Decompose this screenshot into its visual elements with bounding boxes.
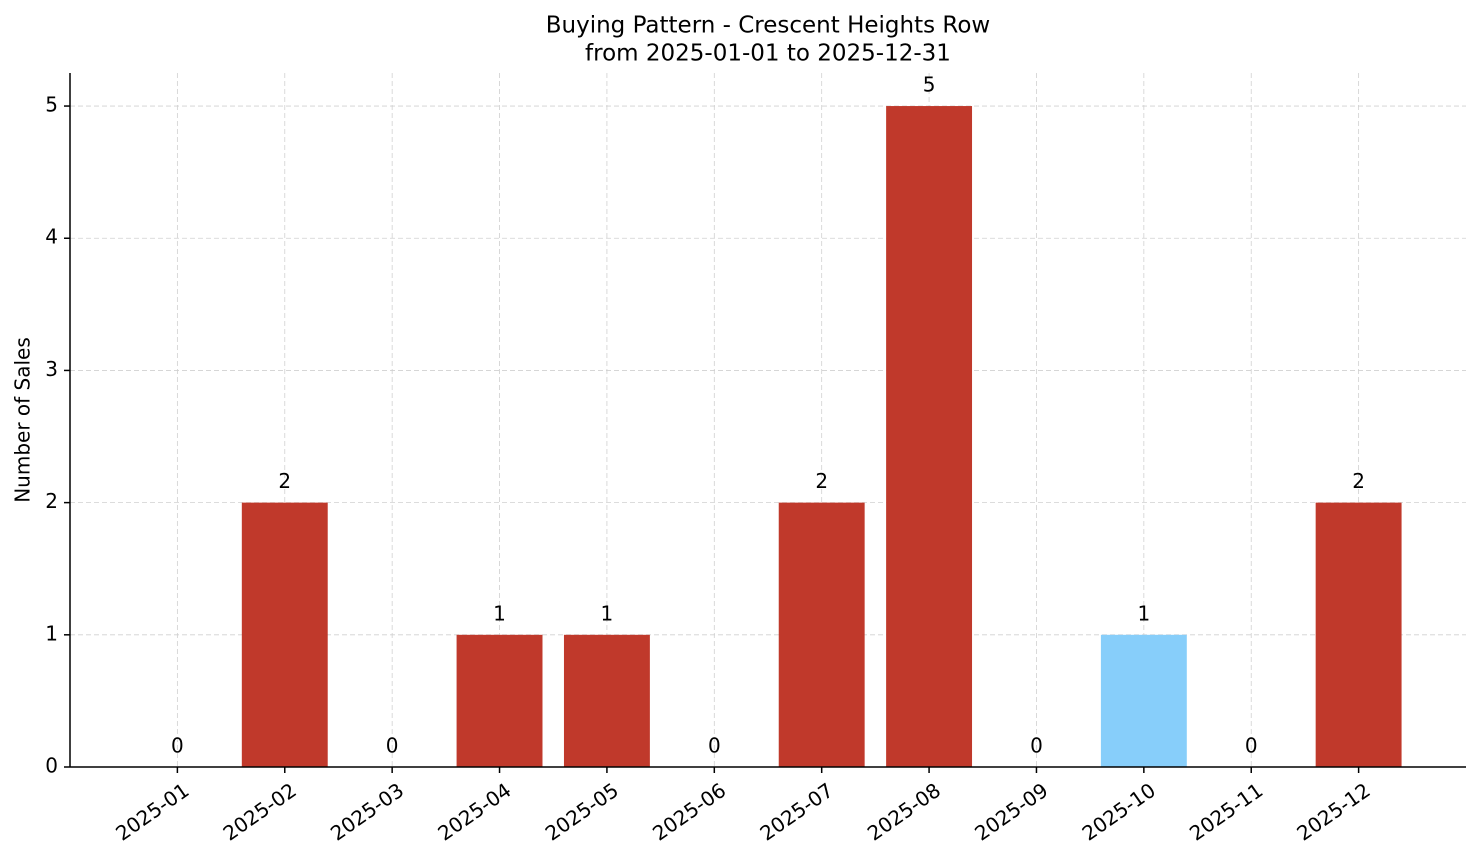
value-label: 5 <box>923 73 936 97</box>
y-tick-label: 0 <box>45 754 58 778</box>
value-label: 2 <box>815 469 828 493</box>
x-tick-label: 2025-12 <box>1292 778 1374 846</box>
value-label: 1 <box>601 601 614 625</box>
x-tick-label: 2025-08 <box>863 778 945 846</box>
y-tick-label: 4 <box>45 225 58 249</box>
value-label: 0 <box>708 734 721 758</box>
chart-title: Buying Pattern - Crescent Heights Row <box>546 13 991 39</box>
value-label: 0 <box>171 734 184 758</box>
bar <box>456 634 543 767</box>
x-tick-label: 2025-05 <box>541 778 623 846</box>
y-axis-label: Number of Sales <box>11 337 35 503</box>
value-label: 2 <box>1352 469 1365 493</box>
bar <box>778 502 865 767</box>
y-tick-label: 5 <box>45 93 58 117</box>
bar <box>241 502 328 767</box>
value-label: 2 <box>278 469 291 493</box>
y-tick-label: 1 <box>45 621 58 645</box>
value-label: 0 <box>1245 734 1258 758</box>
y-tick-label: 3 <box>45 357 58 381</box>
x-tick-label: 2025-04 <box>433 778 515 846</box>
x-tick-label: 2025-01 <box>111 778 193 846</box>
value-label: 1 <box>493 601 506 625</box>
x-tick-label: 2025-11 <box>1185 778 1267 846</box>
value-label: 0 <box>1030 734 1043 758</box>
x-tick-label: 2025-02 <box>219 778 301 846</box>
value-label: 1 <box>1137 601 1150 625</box>
value-label: 0 <box>386 734 399 758</box>
x-tick-label: 2025-06 <box>648 778 730 846</box>
y-tick-label: 2 <box>45 489 58 513</box>
x-tick-label: 2025-10 <box>1078 778 1160 846</box>
bar <box>563 634 650 767</box>
bar <box>886 106 973 768</box>
x-tick-label: 2025-03 <box>326 778 408 846</box>
x-tick-label: 2025-09 <box>970 778 1052 846</box>
chart-subtitle: from 2025-01-01 to 2025-12-31 <box>585 41 951 67</box>
bar <box>1315 502 1402 767</box>
bar <box>1100 634 1187 767</box>
x-tick-label: 2025-07 <box>755 778 837 846</box>
